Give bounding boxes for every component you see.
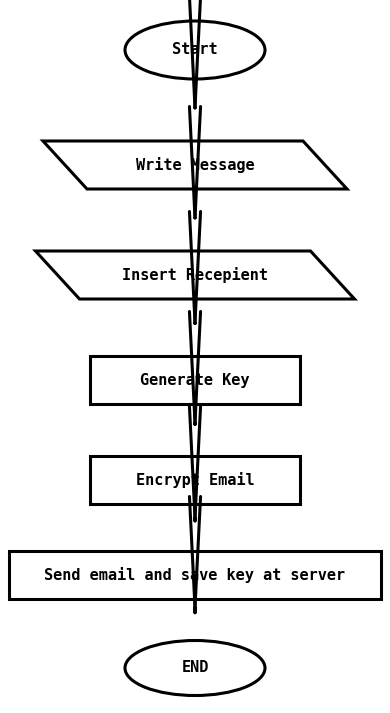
Bar (90, 456, 300, 504)
Ellipse shape (125, 640, 265, 695)
Polygon shape (43, 141, 347, 189)
Text: Insert Recepient: Insert Recepient (122, 267, 268, 283)
Text: Generate Key: Generate Key (140, 372, 250, 387)
Text: END: END (181, 660, 209, 675)
Text: Send email and save key at server: Send email and save key at server (44, 567, 346, 583)
Text: Write Message: Write Message (136, 157, 254, 173)
Bar (90, 356, 300, 404)
Ellipse shape (125, 21, 265, 79)
Polygon shape (35, 251, 355, 299)
Text: Encrypt Email: Encrypt Email (136, 472, 254, 488)
Bar (9, 551, 381, 599)
Text: Start: Start (172, 43, 218, 58)
